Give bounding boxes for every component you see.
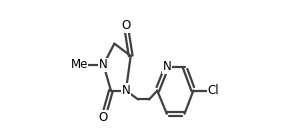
Text: Me: Me [70,58,88,71]
Text: N: N [162,60,171,73]
Text: O: O [121,19,130,32]
Text: O: O [99,111,108,124]
Text: N: N [122,84,130,97]
Text: N: N [99,58,108,71]
Text: Cl: Cl [208,84,219,97]
